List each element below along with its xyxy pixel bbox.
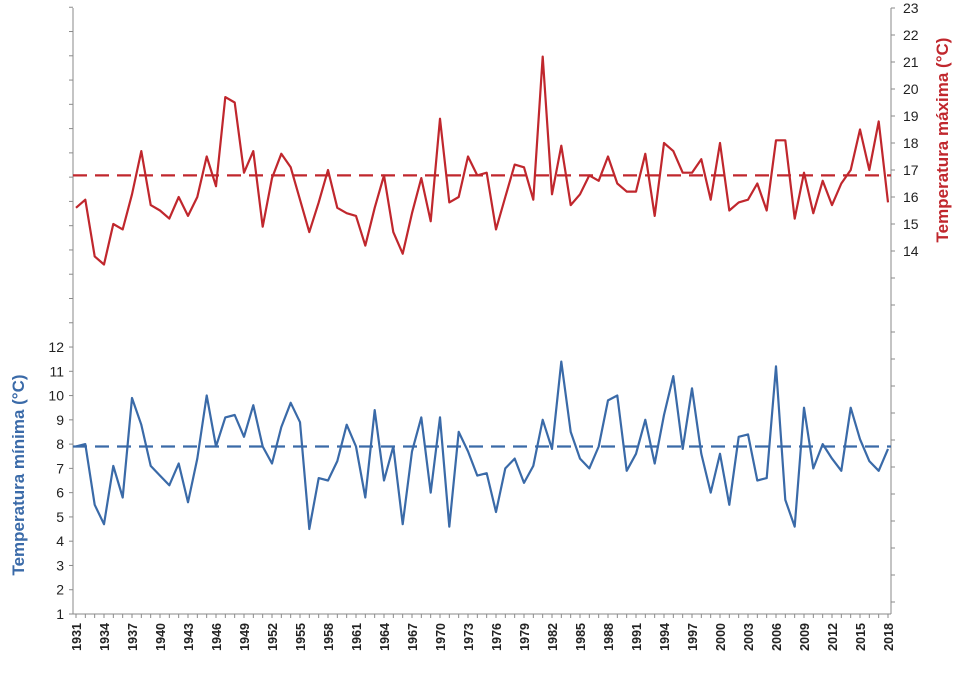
x-tick-label: 2006 [770,623,784,651]
x-tick-label: 1991 [630,623,644,651]
left-tick-label: 7 [56,460,64,476]
right-tick-label: 14 [903,243,919,259]
x-tick-label: 1952 [266,623,280,651]
x-tick-label: 1994 [658,623,672,651]
left-tick-label: 10 [48,388,64,404]
left-tick-label: 3 [56,557,64,573]
right-axis-label: Temperatura máxima (°C) [933,38,952,243]
x-tick-label: 1985 [574,623,588,651]
left-tick-label: 4 [56,533,64,549]
x-tick-label: 2009 [798,623,812,651]
right-tick-label: 19 [903,108,919,124]
right-tick-label: 22 [903,27,919,43]
x-tick-label: 2015 [854,623,868,651]
x-tick-label: 1934 [98,623,112,651]
x-tick-label: 1976 [490,623,504,651]
x-tick-label: 1958 [322,623,336,651]
x-tick-label: 1982 [546,623,560,651]
x-tick-label: 1970 [434,623,448,651]
x-tick-label: 1955 [294,623,308,651]
left-tick-label: 12 [48,339,64,355]
mean-lines [73,174,891,448]
x-tick-label: 1988 [602,623,616,651]
series-lines [75,55,890,531]
x-tick-label: 1961 [350,623,364,651]
x-tick-label: 1946 [210,623,224,651]
x-tick-label: 2018 [882,623,896,651]
left-tick-label: 11 [49,363,64,379]
x-tick-label: 1964 [378,623,392,651]
right-tick-label: 21 [903,54,919,70]
left-tick-label: 8 [56,436,64,452]
x-tick-label: 1931 [70,623,84,651]
x-tick-label: 1973 [462,623,476,651]
left-tick-label: 9 [56,412,64,428]
x-tick-label: 1949 [238,623,252,651]
right-tick-label: 18 [903,135,919,151]
right-tick-label: 15 [903,216,919,232]
left-tick-label: 2 [56,582,64,598]
left-axis-label: Temperatura mínima (°C) [9,374,28,575]
right-tick-label: 20 [903,81,919,97]
x-tick-label: 1979 [518,623,532,651]
x-tick-label: 1967 [406,623,420,651]
max-temperature-line [75,55,890,266]
x-tick-label: 2003 [742,623,756,651]
right-tick-label: 16 [903,189,919,205]
x-tick-label: 1937 [126,623,140,651]
axes [72,8,892,615]
min-temperature-line [75,360,890,531]
x-tick-label: 1997 [686,623,700,651]
left-tick-label: 5 [56,509,64,525]
left-tick-label: 1 [56,606,64,622]
x-tick-label: 1943 [182,623,196,651]
left-tick-label: 6 [56,485,64,501]
x-tick-label: 2000 [714,623,728,651]
x-tick-label: 2012 [826,623,840,651]
right-tick-label: 23 [903,0,919,16]
right-tick-label: 17 [903,162,919,178]
x-tick-label: 1940 [154,623,168,651]
